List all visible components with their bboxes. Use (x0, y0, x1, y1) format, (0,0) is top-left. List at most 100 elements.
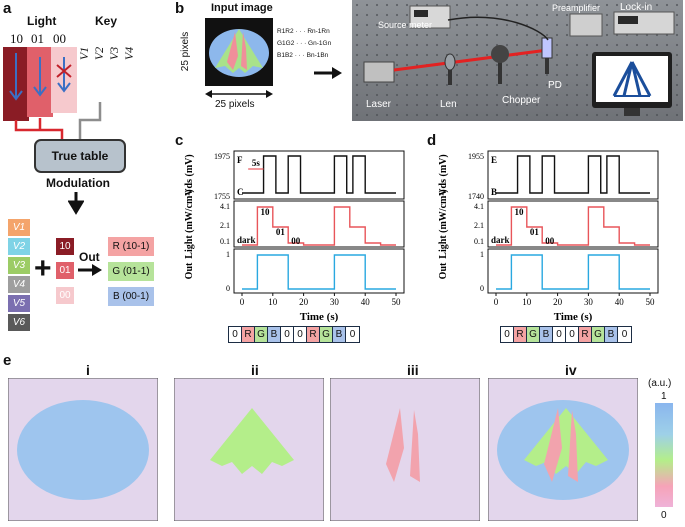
key-label-v3: V3 (107, 46, 122, 61)
label-chopper: Chopper (502, 95, 541, 106)
code-box-01: 01 (56, 262, 74, 279)
v-input-4: V4 (8, 276, 30, 293)
sequence-cell: B (333, 327, 346, 342)
out-trace (496, 254, 650, 290)
light-code-label: 01 (276, 227, 286, 237)
x-axis-label: Time (s) (300, 311, 339, 323)
sequence-cell: B (540, 327, 553, 342)
setup-photo (352, 0, 683, 121)
x-tick-label: 30 (584, 297, 594, 307)
sublabel-i: i (86, 362, 90, 378)
trace-frame (487, 150, 659, 200)
sequence-cell: 0 (566, 327, 579, 342)
modulation-label: Modulation (46, 176, 110, 190)
sequence-cell: G (320, 327, 333, 342)
vds-axis-label: Vds (mV) (184, 154, 195, 195)
sequence-cell: 0 (346, 327, 359, 342)
vds-level-low: B (491, 187, 497, 197)
label-pd: PD (548, 80, 562, 91)
vds-tick-low: 1755 (214, 192, 230, 201)
sublabel-iii: iii (407, 362, 419, 378)
code-box-00: 00 (56, 287, 74, 304)
down-arrow (68, 192, 84, 215)
light-code-label: 01 (530, 227, 540, 237)
key-label-v1: V1 (77, 46, 92, 61)
truth-table-box: True table (34, 139, 126, 173)
out-axis-label: Out (438, 262, 449, 279)
light-tick-low: 0.1 (220, 237, 230, 246)
light-tick-low: 0.1 (474, 237, 484, 246)
map-i (8, 378, 158, 521)
map-ii (174, 378, 324, 521)
light-code-label: 10 (514, 207, 524, 217)
sequence-cell: B (605, 327, 618, 342)
dark-label: dark (491, 235, 510, 245)
colorbar-max: 1 (661, 391, 667, 402)
x-tick-label: 30 (330, 297, 340, 307)
vds-tick-high: 1975 (214, 152, 230, 161)
panel-label-e: e (3, 352, 12, 369)
vds-level-high: F (237, 155, 243, 165)
step-label: 5s (252, 158, 260, 168)
x-tick-label: 50 (646, 297, 656, 307)
output-g: G (01-1) (108, 262, 154, 281)
x-tick-label: 20 (553, 297, 563, 307)
sequence-cell: R (242, 327, 255, 342)
matrix-row-g: G1G2 · · · Gn-1Gn (277, 40, 332, 47)
vds-tick-high: 1955 (468, 152, 484, 161)
out-tick-low: 0 (480, 284, 484, 293)
trace-frame (233, 150, 405, 200)
sequence-cell: 0 (501, 327, 514, 342)
vds-trace (242, 155, 396, 194)
v-input-5: V5 (8, 295, 30, 312)
dark-label: dark (237, 235, 256, 245)
x-tick-label: 0 (240, 297, 245, 307)
label-source-meter: Source meter (378, 20, 433, 30)
trace-frame (233, 200, 405, 248)
input-image (205, 18, 273, 86)
key-title: Key (95, 14, 118, 28)
colorbar-min: 0 (661, 510, 667, 521)
key-label-v4: V4 (122, 46, 137, 61)
light-code-label: 00 (545, 236, 555, 246)
pixels-horizontal-label: 25 pixels (215, 99, 255, 110)
x-tick-label: 50 (392, 297, 402, 307)
colorbar-unit: (a.u.) (648, 378, 672, 389)
matrix-row-r: R1R2 · · · Rn-1Rn (277, 28, 330, 35)
vds-tick-low: 1740 (468, 192, 484, 201)
output-b: B (00-1) (108, 287, 154, 306)
out-arrow (78, 264, 102, 276)
sequence-cell: G (255, 327, 268, 342)
sequence-cell: 0 (553, 327, 566, 342)
out-axis-label: Out (184, 262, 195, 279)
light-title: Light (27, 14, 57, 28)
sequence-cell: 0 (229, 327, 242, 342)
out-tick-high: 1 (480, 250, 484, 259)
truth-table-label: True table (51, 149, 109, 163)
light-tick-mid: 2.1 (474, 221, 484, 230)
trace-frame (487, 200, 659, 248)
light-trace (496, 206, 650, 246)
trace-frame (233, 248, 405, 294)
out-tick-low: 0 (226, 284, 230, 293)
sequence-cell: 0 (294, 327, 307, 342)
sublabel-iv: iv (565, 362, 577, 378)
light-axis-label: Light (mW/cm²) (184, 189, 195, 258)
x-tick-label: 10 (268, 297, 278, 307)
trace-frame (487, 248, 659, 294)
label-len: Len (440, 99, 457, 110)
v-input-1: V1 (8, 219, 30, 236)
key-label-v2: V2 (92, 46, 107, 61)
light-code-label: 00 (291, 236, 301, 246)
out-label: Out (79, 250, 100, 264)
sequence-cell: R (514, 327, 527, 342)
sequence-cell: R (307, 327, 320, 342)
sequence-cell: G (592, 327, 605, 342)
x-axis-label: Time (s) (554, 311, 593, 323)
x-tick-label: 40 (615, 297, 625, 307)
input-image-title: Input image (211, 2, 273, 14)
label-laser: Laser (366, 99, 392, 110)
map-iv (488, 378, 638, 521)
